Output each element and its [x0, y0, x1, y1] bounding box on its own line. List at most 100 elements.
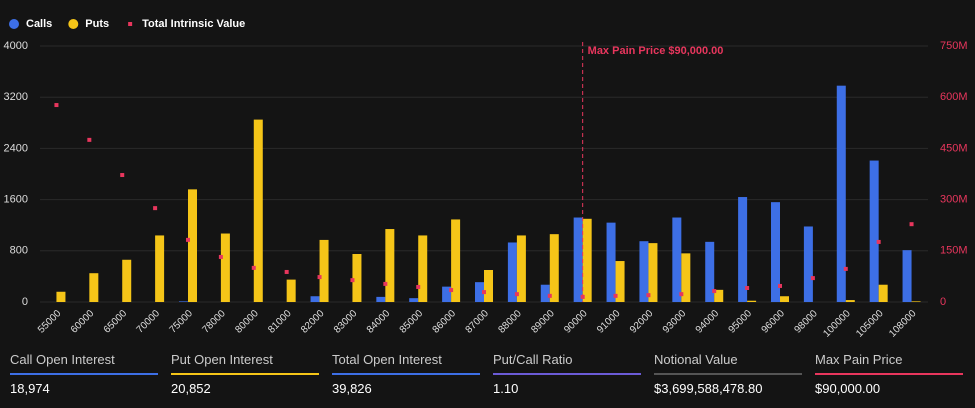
x-tick-label: 86000	[431, 308, 459, 336]
stat-label: Total Open Interest	[332, 352, 480, 375]
stats-footer: Call Open Interest 18,974 Put Open Interes…	[10, 352, 965, 396]
point	[745, 286, 750, 291]
bar	[155, 235, 165, 302]
y2-tick-label: 150M	[940, 245, 968, 257]
point	[153, 206, 158, 211]
point	[778, 283, 782, 288]
bar	[747, 300, 757, 302]
chart: 0 800 1600 2400 3200 4000 0 150M 300M 450M 600M 750…	[4, 18, 968, 340]
x-tick-label: 70000	[135, 308, 163, 336]
stat: Put Open Interest 20,852	[171, 352, 319, 396]
point	[679, 292, 684, 297]
stat-label: Put Open Interest	[171, 352, 319, 375]
x-tick-label: 55000	[36, 308, 64, 336]
point	[909, 222, 914, 227]
bar	[771, 202, 780, 302]
bar	[352, 254, 362, 302]
bar	[376, 296, 386, 302]
bar	[385, 229, 395, 302]
x-tick-label: 80000	[233, 308, 261, 336]
y-tick-label: 3200	[4, 91, 28, 103]
stat-label: Notional Value	[654, 352, 802, 375]
bar	[615, 261, 625, 302]
bar	[803, 226, 813, 302]
legend-label: Total Intrinsic Value	[142, 18, 245, 30]
point	[449, 288, 454, 293]
point	[712, 289, 717, 294]
bar	[319, 239, 329, 302]
bar	[540, 284, 550, 302]
stat-value: 20,852	[171, 381, 211, 396]
x-tick-label: 78000	[200, 308, 228, 336]
y2-tick-label: 450M	[940, 142, 968, 154]
point	[547, 293, 552, 298]
x-tick-label: 108000	[887, 308, 919, 340]
point	[350, 278, 355, 283]
point	[646, 293, 651, 298]
y2-tick-label: 600M	[940, 91, 968, 103]
x-tick-label: 95000	[727, 308, 755, 336]
bar	[911, 301, 921, 302]
bar	[516, 235, 526, 302]
point	[843, 266, 848, 271]
bar	[714, 289, 724, 302]
legend-marker	[68, 19, 79, 29]
point	[284, 269, 289, 274]
point	[54, 103, 59, 108]
x-tick-label: 83000	[332, 308, 360, 336]
legend-marker	[9, 19, 19, 29]
y2-tick-label: 750M	[940, 40, 968, 52]
x-tick-label: 100000	[821, 308, 853, 340]
x-tick-label: 88000	[496, 308, 524, 336]
x-tick-label: 94000	[694, 308, 722, 336]
bar	[845, 300, 855, 302]
x-tick-label: 89000	[529, 308, 557, 336]
bar	[89, 273, 99, 302]
bar	[648, 243, 658, 302]
y-tick-label: 4000	[4, 40, 28, 52]
point	[251, 265, 256, 270]
bar	[639, 241, 649, 302]
stat-value: $90,000.00	[815, 381, 881, 396]
stat-label: Put/Call Ratio	[493, 352, 641, 375]
legend-label: Puts	[85, 18, 109, 30]
annotation: Max Pain Price $90,000.00	[588, 45, 724, 57]
bar	[836, 85, 846, 303]
bar	[582, 218, 592, 302]
bar	[56, 291, 66, 302]
legend-marker	[128, 22, 133, 26]
point	[876, 239, 881, 244]
bar	[122, 259, 132, 302]
bar	[573, 217, 583, 302]
x-tick-label: 82000	[299, 308, 327, 336]
bar	[442, 286, 452, 302]
bar	[451, 219, 461, 302]
stat-label: Call Open Interest	[10, 352, 158, 375]
stat-value: 18,974	[10, 381, 50, 396]
bar	[310, 296, 320, 302]
point	[218, 254, 223, 259]
x-tick-label: 81000	[266, 308, 294, 336]
x-tick-label: 84000	[365, 308, 393, 336]
bar	[672, 217, 682, 302]
bar	[418, 235, 428, 302]
x-tick-label: 92000	[628, 308, 656, 336]
x-tick-label: 75000	[168, 308, 196, 336]
bar	[475, 282, 484, 302]
x-tick-label: 87000	[464, 308, 492, 336]
legend-label: Calls	[26, 18, 52, 30]
x-tick-label: 93000	[661, 308, 689, 336]
bar	[738, 197, 748, 302]
bar	[409, 298, 419, 302]
bar	[705, 241, 715, 302]
point	[87, 137, 92, 142]
x-tick-label: 90000	[562, 308, 590, 336]
y-tick-label: 0	[22, 296, 28, 308]
bar	[179, 301, 188, 302]
bar	[780, 296, 789, 302]
point	[613, 293, 618, 298]
bar	[507, 242, 517, 302]
bar	[606, 222, 616, 302]
stat-label: Max Pain Price	[815, 352, 963, 375]
